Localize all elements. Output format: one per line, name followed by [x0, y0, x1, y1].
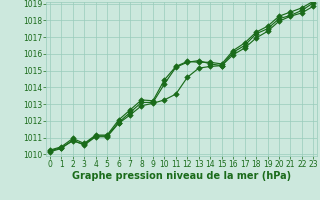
X-axis label: Graphe pression niveau de la mer (hPa): Graphe pression niveau de la mer (hPa)	[72, 171, 291, 181]
